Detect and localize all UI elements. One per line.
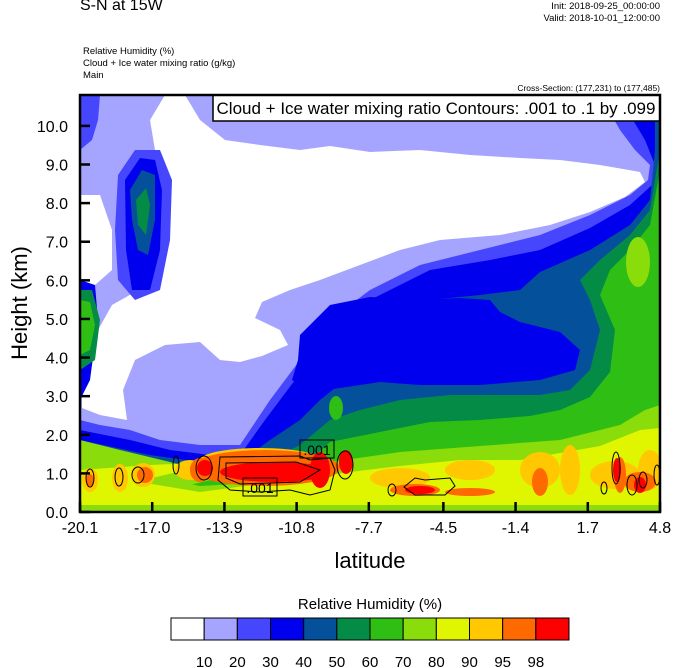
colorbar-level-label: 60	[362, 654, 379, 668]
y-tick-label: 8.0	[46, 196, 68, 213]
plot-title: S-N at 15W	[80, 0, 163, 14]
colorbar-level-label: 10	[196, 654, 213, 668]
x-tick-label: 4.8	[649, 520, 671, 537]
init-time: Init: 2018-09-25_00:00:00	[551, 1, 660, 12]
colorbar-level-label: 20	[229, 654, 246, 668]
colorbar-swatch	[170, 617, 205, 641]
colorbar-swatch	[502, 617, 537, 641]
x-tick-label: -13.9	[206, 520, 243, 537]
x-tick-label: -10.8	[278, 520, 315, 537]
colorbar-swatch	[270, 617, 305, 641]
contour-info-box: Cloud + Ice water mixing ratio Contours:…	[212, 94, 661, 122]
colorbar-level-label: 90	[461, 654, 478, 668]
rh-level-40-core	[292, 297, 580, 392]
colorbar-level-label: 50	[328, 654, 345, 668]
y-tick-label: 10.0	[37, 119, 68, 136]
rh-level-80-blob	[626, 237, 650, 287]
rh-level-90-region	[80, 428, 660, 505]
y-tick-label: 0.0	[46, 505, 68, 522]
x-axis-label: latitude	[334, 548, 406, 573]
y-tick-label: 3.0	[46, 389, 68, 406]
colorbar-level-label: 80	[428, 654, 445, 668]
x-tick-label: -20.1	[62, 520, 99, 537]
y-tick-label: 7.0	[46, 235, 68, 252]
x-tick-label: -1.4	[502, 520, 530, 537]
rh-level-70-region	[80, 300, 95, 355]
y-tick-label: 1.0	[46, 466, 68, 483]
rh-level-70-blob	[329, 396, 343, 420]
cross-section-label: Cross-Section: (177,231) to (177,485)	[517, 83, 660, 93]
rh-level-10-region	[80, 195, 112, 288]
valid-time: Valid: 2018-10-01_12:00:00	[543, 13, 660, 24]
x-tick-label: -17.0	[134, 520, 171, 537]
colorbar-swatch	[203, 617, 238, 641]
y-tick-label: 5.0	[46, 312, 68, 329]
contour-label-1: .001	[299, 439, 335, 459]
rh-level-10-region	[82, 95, 645, 420]
colorbar-swatch	[469, 617, 504, 641]
colorbar-level-label: 70	[395, 654, 412, 668]
svg-text:.001: .001	[246, 480, 273, 496]
colorbar-swatch	[236, 617, 271, 641]
y-tick-label: 2.0	[46, 428, 68, 445]
field-label-main: Main	[83, 70, 104, 81]
colorbar-level-label: 95	[494, 654, 511, 668]
rh-filled-contours	[80, 95, 660, 512]
svg-text:.001: .001	[303, 442, 330, 458]
y-axis-label: Height (km)	[7, 246, 32, 360]
field-label-cloud: Cloud + Ice water mixing ratio (g/kg)	[83, 58, 236, 69]
colorbar: 10 20 30 40 50 60 70 80 90 95 98	[170, 617, 570, 668]
axis-ticks: -20.1 -17.0 -13.9 -10.8 -7.7 -4.5 -1.4 1.7 4.8 0.…	[37, 119, 671, 537]
colorbar-level-label: 98	[527, 654, 544, 668]
y-tick-label: 9.0	[46, 158, 68, 175]
y-tick-label: 6.0	[46, 273, 68, 290]
rh-level-60-region	[136, 188, 150, 235]
colorbar-swatch	[336, 617, 371, 641]
x-tick-label: 1.7	[577, 520, 599, 537]
x-tick-label: -7.7	[355, 520, 383, 537]
colorbar-swatch	[435, 617, 471, 641]
rh-level-30-region	[80, 95, 100, 150]
contour-label-2: .001	[242, 477, 278, 497]
colorbar-swatch	[303, 617, 338, 641]
field-label-rh: Relative Humidity (%)	[83, 46, 175, 57]
colorbar-swatch	[369, 617, 404, 641]
colorbar-swatch	[402, 617, 437, 641]
colorbar-level-label: 40	[295, 654, 312, 668]
colorbar-swatch	[535, 617, 570, 641]
svg-text:Cloud + Ice water mixing ratio: Cloud + Ice water mixing ratio Contours:…	[217, 99, 656, 118]
rh-level-70-region	[80, 170, 660, 512]
cloud-ice-line-contours	[85, 450, 661, 497]
colorbar-title: Relative Humidity (%)	[297, 596, 443, 613]
y-tick-label: 4.0	[46, 351, 68, 368]
colorbar-level-label: 30	[262, 654, 279, 668]
x-tick-label: -4.5	[430, 520, 458, 537]
